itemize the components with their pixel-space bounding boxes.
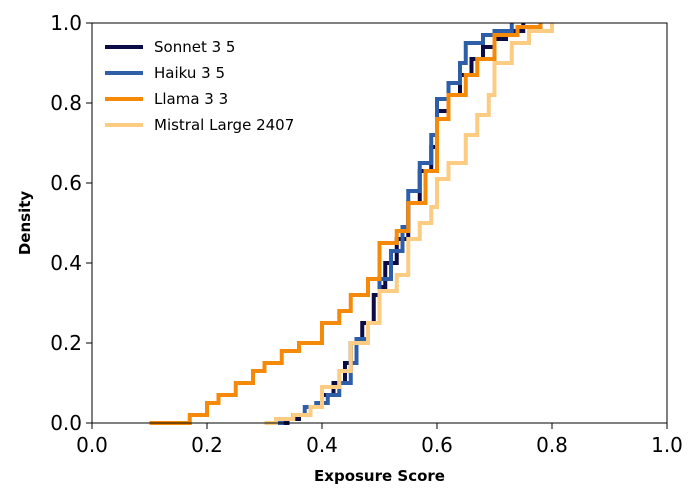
- plot-frame: [91, 22, 668, 424]
- series-line-2: [149, 23, 543, 425]
- y-tick-label: 0.8: [50, 91, 82, 115]
- y-tick-label: 0.6: [50, 171, 82, 195]
- x-tick-label: 0.2: [191, 433, 223, 457]
- y-tick-label: 0.4: [50, 251, 82, 275]
- legend-label-3: Mistral Large 2407: [154, 116, 294, 134]
- x-axis-ticks: 0.0 0.2 0.4 0.6 0.8 1.0: [76, 423, 683, 457]
- series-layer: [149, 23, 554, 425]
- y-axis-label: Density: [16, 191, 34, 256]
- y-axis-ticks: 0.0 0.2 0.4 0.6 0.8 1.0: [50, 11, 92, 435]
- y-tick-label: 1.0: [50, 11, 82, 35]
- x-tick-label: 1.0: [651, 433, 683, 457]
- legend-label-0: Sonnet 3 5: [154, 38, 235, 56]
- x-tick-label: 0.6: [421, 433, 453, 457]
- x-axis-label: Exposure Score: [314, 467, 445, 485]
- legend: Sonnet 3 5 Haiku 3 5 Llama 3 3 Mistral Larg…: [105, 38, 294, 134]
- y-tick-label: 0.2: [50, 331, 82, 355]
- legend-label-1: Haiku 3 5: [154, 64, 225, 82]
- series-line-0: [276, 23, 526, 425]
- series-line-3: [264, 23, 554, 425]
- series-line-1: [270, 23, 514, 425]
- y-tick-label: 0.0: [50, 411, 82, 435]
- x-tick-label: 0.0: [76, 433, 108, 457]
- x-tick-label: 0.8: [536, 433, 568, 457]
- legend-label-2: Llama 3 3: [154, 90, 228, 108]
- x-tick-label: 0.4: [306, 433, 338, 457]
